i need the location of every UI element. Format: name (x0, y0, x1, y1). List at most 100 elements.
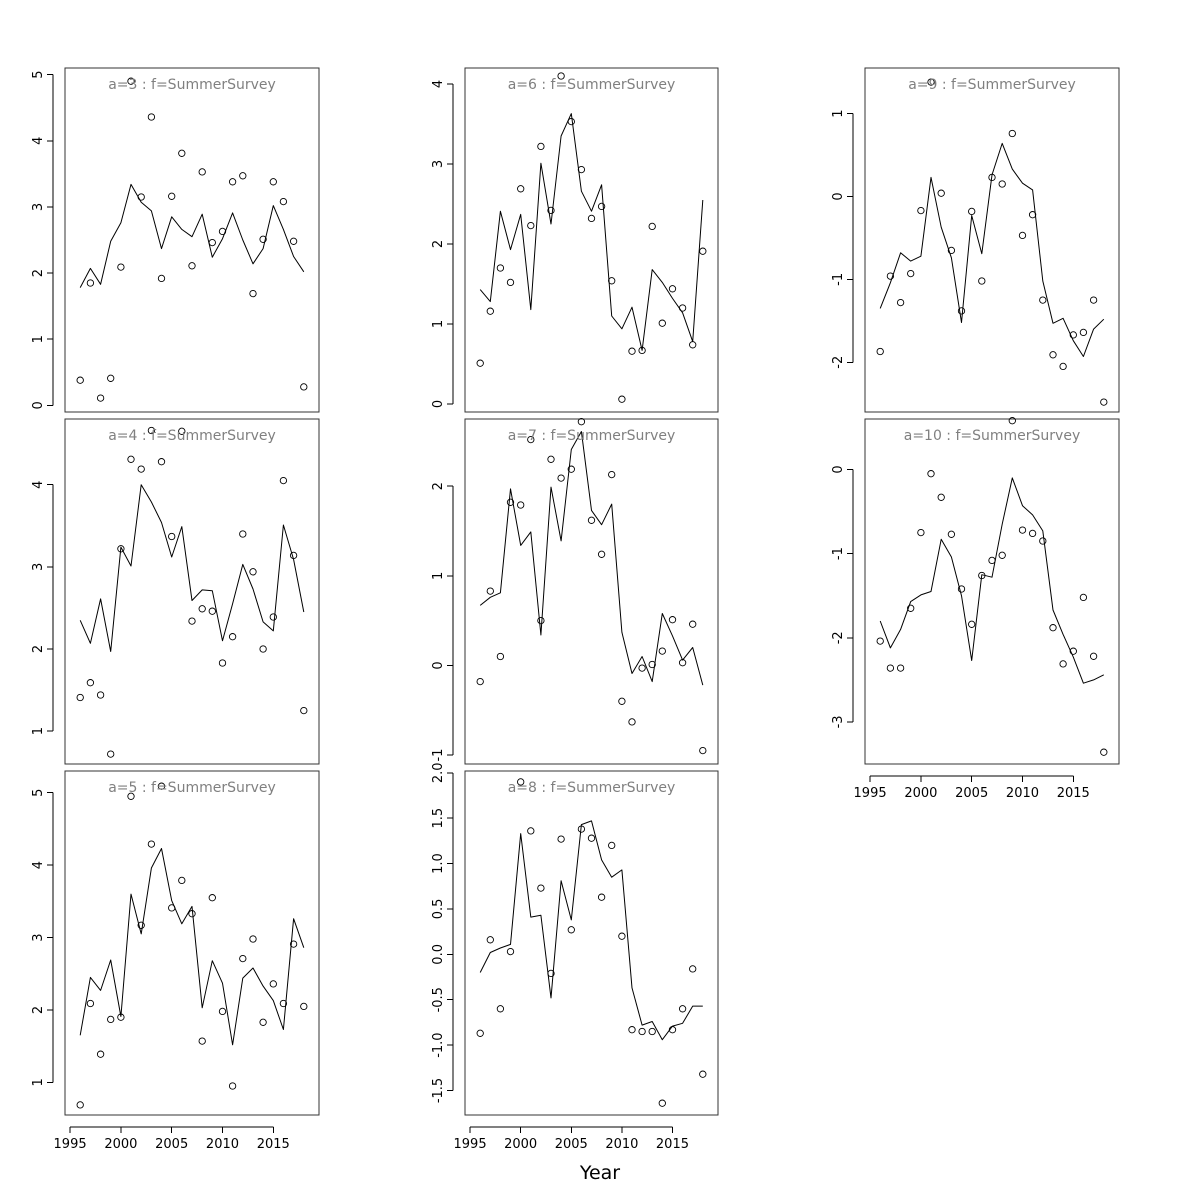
observed-point (947, 530, 956, 538)
observed-point (517, 501, 525, 509)
y-tick-label: 1 (831, 109, 846, 117)
panel-frame (864, 418, 1120, 765)
observed-point (76, 693, 84, 702)
panel-1: 0 1 2 3 4 5 a=3 : f=SummerSurvey (31, 67, 320, 413)
observed-point (178, 149, 186, 157)
x-axis-label: Year (579, 1162, 620, 1184)
observed-point (208, 607, 216, 615)
observed-point (269, 178, 277, 186)
observed-point (506, 278, 515, 287)
observed-point (968, 207, 976, 216)
observed-point (608, 277, 616, 285)
observed-point (658, 647, 666, 655)
panel-title: a=8 : f=SummerSurvey (508, 780, 676, 796)
y-tick-label: 0 (31, 401, 46, 409)
observed-point (527, 435, 535, 444)
fitted-line (79, 484, 305, 652)
observed-point (157, 782, 166, 790)
observed-point (1049, 351, 1057, 359)
observed-point (168, 532, 176, 541)
y-tick-label: -1 (831, 547, 846, 560)
observed-point (506, 947, 515, 956)
y-tick-label: 4 (431, 80, 446, 88)
observed-point (608, 470, 616, 479)
observed-point (689, 341, 697, 349)
observed-point (547, 455, 555, 463)
observed-point (577, 418, 586, 426)
y-tick-label: 0.0 (431, 944, 446, 965)
observed-point (937, 189, 945, 197)
observed-point (117, 545, 125, 553)
panel-2: 1 2 3 4 a=4 : f=SummerSurvey (31, 418, 320, 765)
observed-point (678, 304, 687, 312)
observed-point (567, 926, 575, 934)
y-tick-label: 1 (31, 727, 46, 735)
observed-point (1008, 129, 1016, 138)
observed-point (628, 1026, 636, 1034)
observed-point (537, 616, 545, 625)
observed-point (86, 679, 95, 687)
observed-point (978, 571, 986, 580)
observed-point (476, 359, 484, 367)
observed-point (1069, 331, 1077, 339)
observed-point (476, 1029, 484, 1037)
y-tick-label: 4 (31, 861, 46, 869)
observed-point (1039, 537, 1047, 545)
observed-point (259, 1018, 267, 1026)
observed-point (269, 613, 277, 621)
y-tick-label: 4 (31, 481, 46, 489)
y-tick-label: 5 (31, 789, 46, 797)
observed-point (957, 307, 966, 315)
y-tick-label: 3 (31, 563, 46, 571)
observed-point (1049, 624, 1057, 632)
y-tick-label: 5 (31, 70, 46, 78)
panel-title: a=3 : f=SummerSurvey (108, 77, 276, 93)
panel-frame (464, 418, 719, 765)
panel-frame (464, 67, 719, 413)
observed-point (668, 285, 677, 293)
observed-point (1028, 529, 1037, 538)
observed-point (218, 1007, 227, 1016)
observed-point (587, 214, 596, 223)
observed-point (198, 1037, 206, 1045)
y-tick-label: 0 (831, 465, 846, 473)
observed-point (886, 664, 895, 672)
observed-point (1079, 328, 1088, 337)
x-tick-label: 2015 (1057, 786, 1090, 801)
observed-point (937, 493, 945, 501)
observed-point (228, 1082, 237, 1090)
y-tick-label: 0.5 (431, 899, 446, 920)
observed-point (208, 894, 216, 902)
observed-point (496, 652, 505, 661)
observed-point (1059, 362, 1067, 371)
observed-point (917, 206, 925, 215)
observed-point (567, 465, 575, 473)
x-tick-label: 1995 (54, 1137, 87, 1152)
observed-point (218, 227, 227, 236)
observed-point (188, 617, 196, 625)
x-tick-label: 1995 (454, 1137, 487, 1152)
y-tick-label: 0 (431, 661, 446, 669)
x-tick-label: 2000 (904, 786, 937, 801)
panel-title: a=5 : f=SummerSurvey (108, 780, 276, 796)
panel-title: a=6 : f=SummerSurvey (508, 77, 676, 93)
y-tick-label: 1 (431, 320, 446, 328)
observed-point (300, 1002, 308, 1011)
observed-point (127, 455, 135, 463)
observed-point (157, 458, 166, 466)
observed-point (168, 904, 176, 912)
x-tick-label: 2005 (955, 786, 988, 801)
observed-point (117, 1013, 125, 1021)
observed-point (107, 750, 115, 758)
observed-point (198, 605, 206, 613)
observed-point (547, 969, 555, 978)
observed-point (259, 235, 267, 243)
observed-point (517, 185, 525, 193)
observed-point (486, 307, 494, 315)
observed-point (557, 835, 565, 843)
observed-point (228, 178, 237, 186)
observed-point (699, 247, 707, 255)
observed-point (988, 556, 996, 565)
observed-point (208, 238, 216, 247)
y-tick-label: 1.5 (431, 808, 446, 829)
